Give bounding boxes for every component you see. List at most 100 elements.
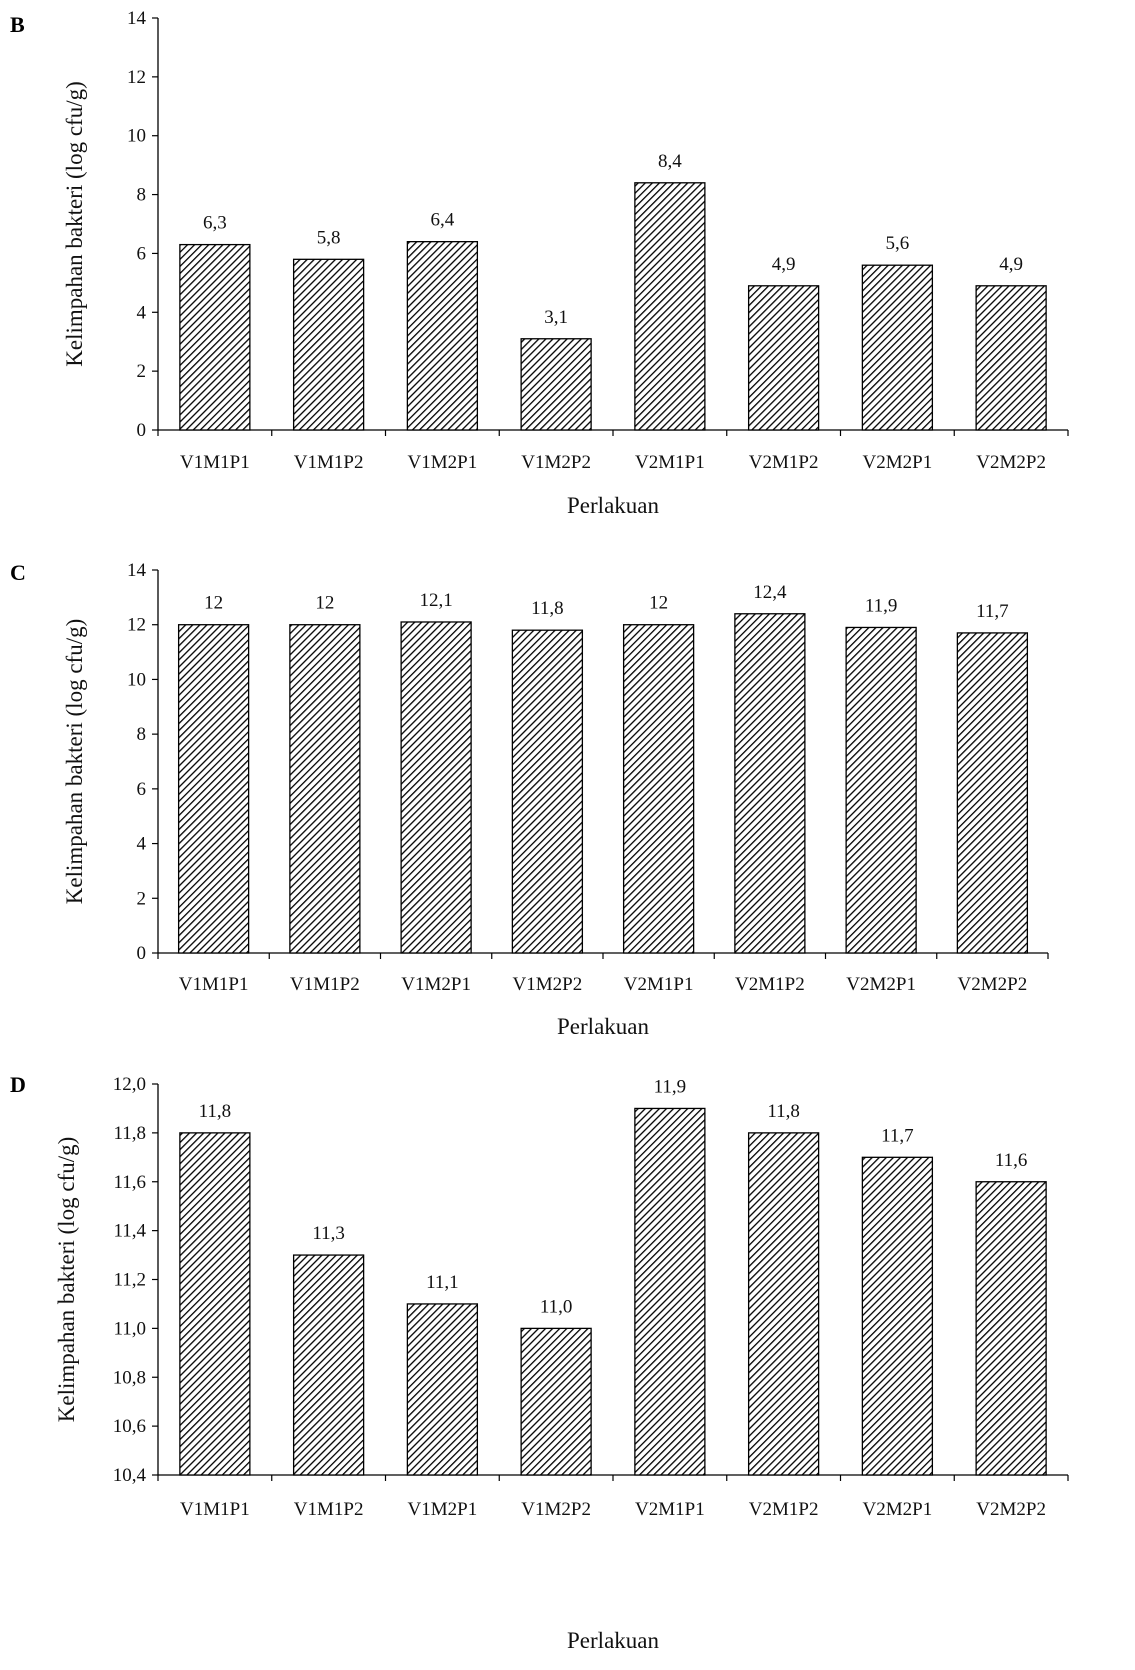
category-label: V1M2P2 (513, 974, 583, 995)
category-label: V2M1P2 (749, 452, 819, 473)
bar-v1m1p1 (179, 243, 251, 431)
category-label: V1M1P1 (180, 452, 250, 473)
category-label: V2M2P2 (958, 974, 1028, 995)
bar-v1m1p2 (292, 258, 365, 431)
bar-v1m2p2 (520, 1327, 592, 1476)
y-tick-label: 8 (137, 185, 147, 206)
bar-v1m2p1 (400, 621, 472, 954)
y-tick-label: 6 (137, 243, 147, 264)
data-label: 11,7 (976, 601, 1009, 622)
data-label: 11,8 (767, 1101, 800, 1122)
data-label: 11,7 (881, 1125, 914, 1146)
category-label: V2M2P2 (976, 452, 1046, 473)
category-label: V2M1P2 (735, 974, 805, 995)
bar-v1m2p1 (406, 241, 479, 431)
data-label: 12,1 (420, 590, 453, 611)
data-label: 12,4 (753, 582, 787, 603)
category-label: V1M2P1 (408, 452, 478, 473)
bar-v2m2p2 (975, 285, 1047, 431)
data-label: 11,9 (865, 595, 898, 616)
bar-v1m2p2 (520, 338, 592, 431)
category-label: V2M1P1 (635, 452, 705, 473)
category-label: V2M2P1 (863, 452, 933, 473)
data-label: 11,8 (531, 598, 564, 619)
panel-letter: B (10, 12, 25, 37)
data-label: 11,1 (426, 1272, 459, 1293)
x-axis-title: Perlakuan (557, 1014, 649, 1039)
category-label: V2M1P1 (624, 974, 694, 995)
bar-v2m2p2 (956, 632, 1029, 954)
bar-v1m2p2 (511, 629, 584, 954)
category-label: V1M1P2 (290, 974, 360, 995)
data-label: 12 (649, 593, 668, 614)
y-tick-label: 10,4 (113, 1465, 147, 1486)
category-label: V2M2P1 (846, 974, 916, 995)
panel-letter: C (10, 560, 26, 585)
data-label: 3,1 (544, 307, 568, 328)
bar-v2m2p2 (975, 1181, 1047, 1476)
y-tick-label: 12 (127, 67, 146, 88)
data-label: 11,9 (654, 1076, 687, 1097)
y-tick-label: 10 (127, 669, 146, 690)
y-axis-title: Kelimpahan bakteri (log cfu/g) (54, 1137, 79, 1422)
data-label: 11,6 (995, 1150, 1028, 1171)
y-tick-label: 11,6 (113, 1172, 146, 1193)
data-label: 12 (315, 593, 334, 614)
y-tick-label: 14 (127, 560, 147, 581)
data-label: 4,9 (772, 254, 796, 275)
category-label: V1M2P1 (408, 1499, 478, 1520)
y-tick-label: 11,0 (113, 1318, 146, 1339)
y-tick-label: 0 (137, 420, 147, 441)
chart-panel-c: C 0 2 4 6 8 10 12 14 12 V1M1P1 12 V1M1P2 12,1 V1M2P1 1… (0, 548, 1135, 1058)
bar-v1m1p1 (177, 624, 250, 954)
y-tick-label: 2 (137, 888, 147, 909)
category-label: V1M1P1 (180, 1499, 250, 1520)
category-label: V1M2P2 (521, 1499, 591, 1520)
data-label: 11,3 (312, 1223, 345, 1244)
category-label: V1M1P2 (294, 1499, 364, 1520)
bar-chart-svg: 10,4 10,6 10,8 11,0 11,2 11,4 11,6 11,8 12,0 11,8… (54, 1074, 1069, 1653)
data-label: 6,4 (431, 210, 455, 231)
bar-v1m1p2 (289, 624, 361, 954)
data-label: 11,8 (199, 1101, 232, 1122)
bar-v2m1p1 (634, 182, 706, 431)
bar-v2m2p1 (861, 264, 934, 431)
y-tick-label: 2 (137, 361, 147, 382)
y-tick-label: 6 (137, 779, 147, 800)
bar-v2m1p2 (747, 285, 820, 431)
chart-panel-b: B 0 2 4 6 8 10 12 14 6,3 V1M1P1 5,8 V1M1P2 6,4 V1M2P1… (0, 0, 1135, 545)
x-axis-title: Perlakuan (567, 493, 659, 518)
y-tick-label: 10,6 (113, 1416, 146, 1437)
y-tick-label: 12 (127, 615, 146, 636)
category-label: V2M1P2 (749, 1499, 819, 1520)
category-label: V2M1P1 (635, 1499, 705, 1520)
category-label: V1M1P1 (179, 974, 249, 995)
y-tick-label: 4 (137, 834, 147, 855)
y-tick-label: 12,0 (113, 1074, 146, 1095)
bar-v2m2p1 (845, 626, 917, 954)
bar-v1m1p1 (179, 1132, 251, 1476)
data-label: 11,0 (540, 1296, 573, 1317)
bar-v2m1p2 (734, 613, 806, 954)
bar-v1m1p2 (292, 1254, 365, 1476)
y-tick-label: 0 (137, 943, 147, 964)
bar-v2m1p2 (747, 1132, 820, 1476)
data-label: 12 (204, 593, 223, 614)
y-axis-title: Kelimpahan bakteri (log cfu/g) (62, 619, 87, 904)
data-label: 4,9 (999, 254, 1023, 275)
y-tick-label: 14 (127, 8, 147, 29)
category-label: V2M2P2 (976, 1499, 1046, 1520)
y-tick-label: 8 (137, 724, 147, 745)
data-label: 6,3 (203, 213, 227, 234)
category-label: V2M2P1 (863, 1499, 933, 1520)
y-tick-label: 11,8 (113, 1123, 146, 1144)
bar-v2m1p1 (622, 624, 695, 954)
data-label: 8,4 (658, 151, 682, 172)
data-label: 5,8 (317, 227, 341, 248)
y-tick-label: 11,4 (113, 1221, 146, 1242)
bar-v2m1p1 (634, 1107, 706, 1476)
y-tick-label: 10,8 (113, 1367, 146, 1388)
category-label: V1M2P1 (401, 974, 471, 995)
panel-letter: D (10, 1072, 26, 1097)
bar-chart-svg: 0 2 4 6 8 10 12 14 12 V1M1P1 12 V1M1P2 12,1 V1M2P1 11,… (62, 560, 1049, 1039)
